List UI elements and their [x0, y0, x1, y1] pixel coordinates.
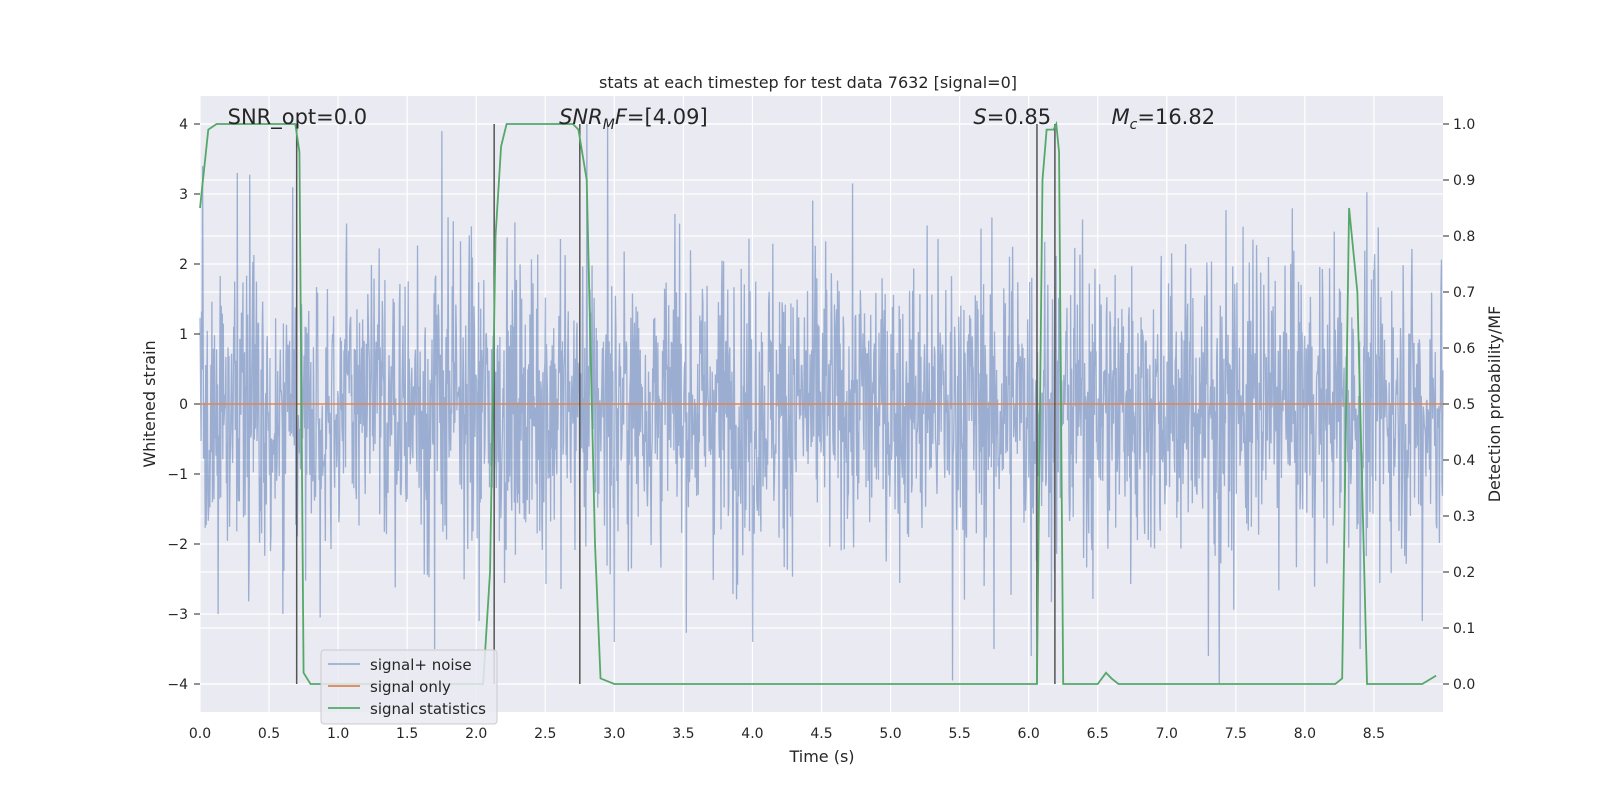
y2-tick-label: 0.2: [1453, 565, 1475, 581]
x-tick-label: 0.0: [189, 726, 211, 742]
x-tick-label: 0.5: [258, 726, 280, 742]
y-tick-label: −3: [167, 607, 188, 623]
x-tick-label: 1.5: [396, 726, 418, 742]
y-tick-label: 2: [179, 257, 188, 273]
statistics-line: [199, 120, 1437, 685]
y-tick-label: −2: [167, 537, 188, 553]
y-tick-label: 1: [179, 327, 188, 343]
annotations: SNR_opt=0.0 SNRMF=[4.09] S=0.85 Mc=16.82: [228, 105, 1215, 133]
y2-tick-label: 0.5: [1453, 397, 1475, 413]
vertical-markers: [295, 124, 1056, 684]
y2-tick-label: 0.3: [1453, 509, 1475, 525]
x-tick-label: 2.0: [465, 726, 487, 742]
x-tick-label: 7.5: [1225, 726, 1247, 742]
x-tick-label: 1.0: [327, 726, 349, 742]
x-tick-label: 6.5: [1087, 726, 1109, 742]
chart-title: stats at each timestep for test data 763…: [599, 73, 1017, 92]
annotation-text: SNR_opt=0.0: [228, 105, 368, 130]
y2-axis-ticks: 0.0 0.1 0.2 0.3 0.4 0.5 0.6 0.7 0.8 0.9 1.0: [1443, 117, 1475, 693]
x-tick-label: 6.0: [1018, 726, 1040, 742]
x-tick-label: 5.0: [879, 726, 901, 742]
y-axis-ticks: −4 −3 −2 −1 0 1 2 3 4: [167, 117, 200, 693]
y-tick-label: 3: [179, 187, 188, 203]
x-tick-label: 3.0: [603, 726, 625, 742]
annotation-text: SNRMF=[4.09]: [559, 105, 708, 133]
y2-tick-label: 0.7: [1453, 285, 1475, 301]
y2-tick-label: 1.0: [1453, 117, 1475, 133]
legend-label-signal-only: signal only: [370, 678, 451, 696]
x-tick-label: 8.0: [1294, 726, 1316, 742]
y2-tick-label: 0.1: [1453, 621, 1475, 637]
plot-area: SNR_opt=0.0 SNRMF=[4.09] S=0.85 Mc=16.82: [199, 96, 1444, 712]
y2-tick-label: 0.9: [1453, 173, 1475, 189]
y-axis-label: Whitened strain: [140, 340, 159, 467]
y-tick-label: 0: [179, 397, 188, 413]
y2-tick-label: 0.0: [1453, 677, 1475, 693]
legend-box: [320, 649, 498, 725]
x-axis-ticks: 0.0 0.5 1.0 1.5 2.0 2.5 3.0 3.5 4.0 4.5 5.0 5.5 6.0 6…: [189, 726, 1385, 742]
y-tick-label: −1: [167, 467, 188, 483]
annotation-text: S=0.85: [973, 105, 1051, 129]
legend: signal+ noise signal only signal statist…: [320, 649, 498, 725]
statistics-series: [199, 120, 1437, 685]
y-tick-label: −4: [167, 677, 188, 693]
noise-line: [199, 123, 1444, 685]
x-tick-label: 8.5: [1363, 726, 1385, 742]
x-tick-label: 4.0: [741, 726, 763, 742]
legend-label-statistics: signal statistics: [370, 700, 486, 718]
x-axis-label: Time (s): [788, 747, 854, 766]
x-tick-label: 4.5: [810, 726, 832, 742]
y2-tick-label: 0.6: [1453, 341, 1475, 357]
x-tick-label: 3.5: [672, 726, 694, 742]
annotation-text: Mc=16.82: [1112, 105, 1216, 133]
y2-tick-label: 0.8: [1453, 229, 1475, 245]
y2-tick-label: 0.4: [1453, 453, 1475, 469]
x-tick-label: 7.0: [1156, 726, 1178, 742]
noise-series: [199, 123, 1444, 685]
y-tick-label: 4: [179, 117, 188, 133]
legend-label-noise: signal+ noise: [370, 656, 472, 674]
x-tick-label: 5.5: [948, 726, 970, 742]
y2-axis-label: Detection probability/MF: [1485, 306, 1504, 503]
x-tick-label: 2.5: [534, 726, 556, 742]
